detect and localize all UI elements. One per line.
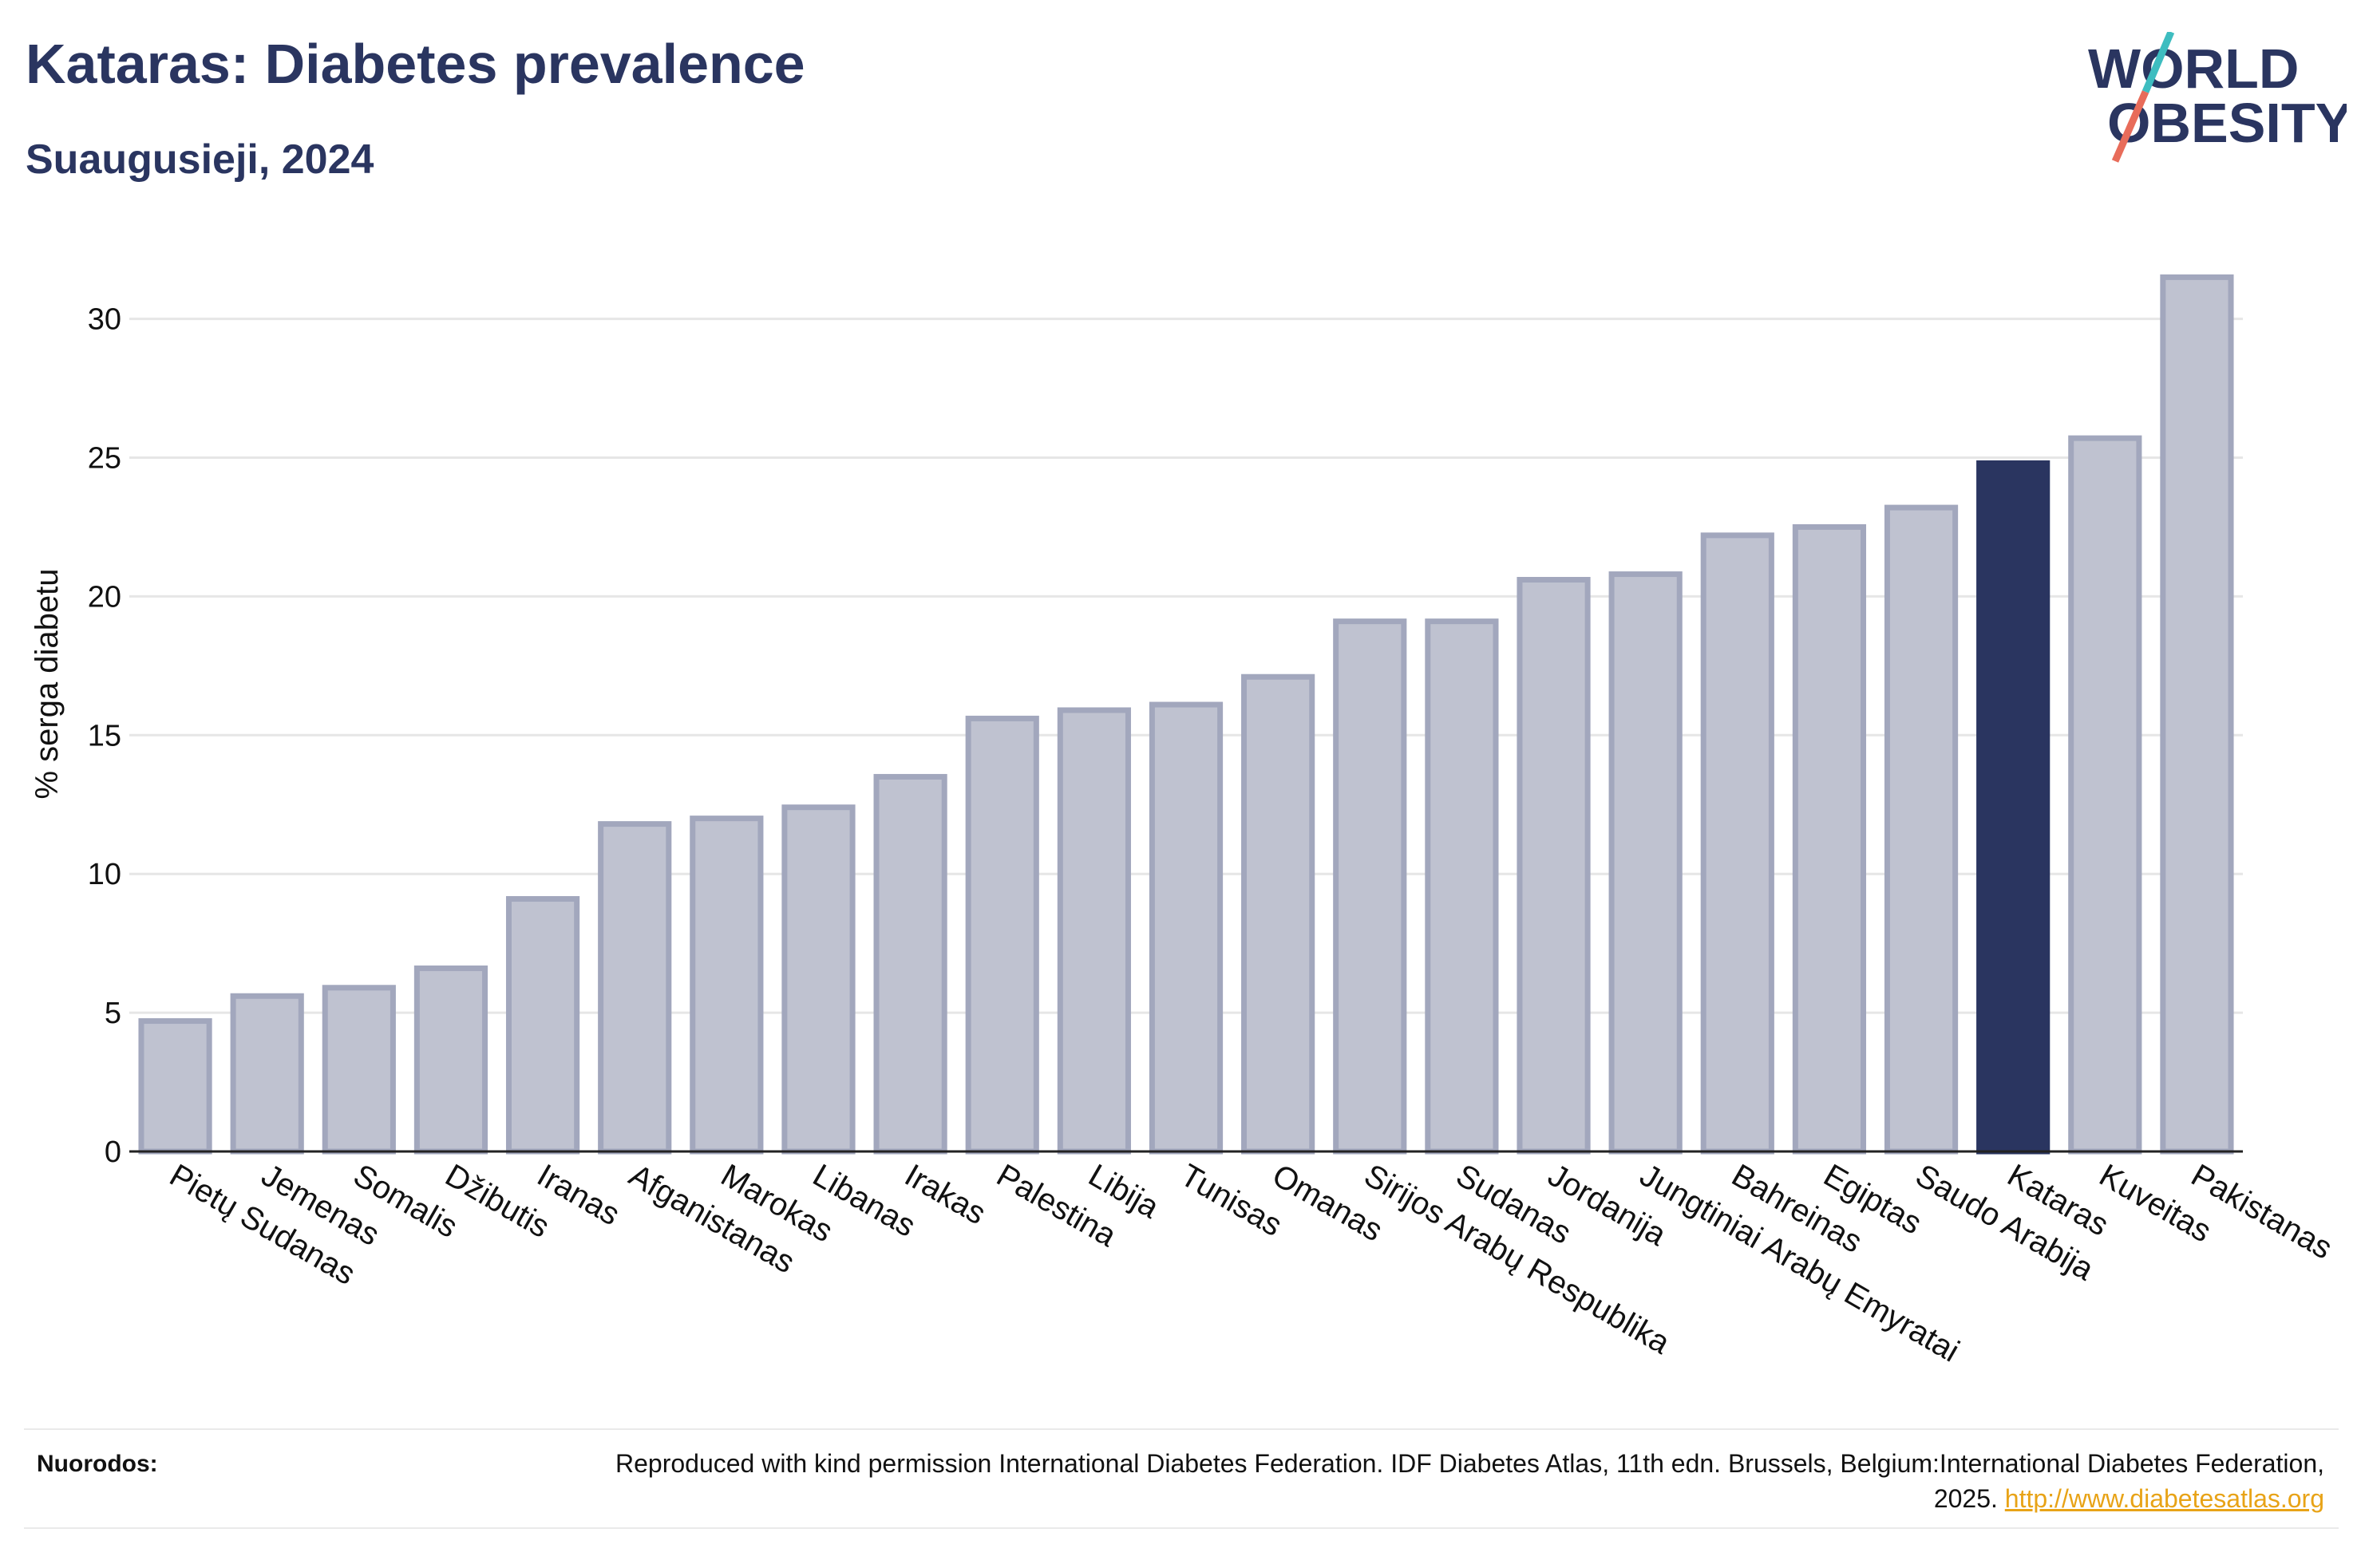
references-text: Reproduced with kind permission Internat… [568,1446,2324,1516]
bar [2068,435,2142,1155]
bar-chart: 0 5 10 15 20 25 30 Pietų SudanasJemenasSomalis… [30,274,2338,1369]
x-tick-label: Pakistanas [2185,1158,2338,1266]
y-tick-labels: 0 5 10 15 20 25 30 [88,303,121,1169]
bar [1608,571,1683,1155]
bar [1057,707,1131,1155]
bar [413,965,488,1155]
bar [873,773,947,1155]
bar-highlighted [1976,460,2051,1155]
x-tick-label: Tunisas [1175,1158,1288,1243]
y-tick-label: 30 [88,303,121,337]
y-tick-label: 0 [105,1136,121,1169]
bar [1425,618,1499,1155]
y-tick-label: 20 [88,580,121,614]
references-body: Reproduced with kind permission Internat… [615,1449,2324,1513]
bar [505,895,580,1155]
bar [1241,673,1315,1155]
bar [598,821,672,1155]
bar [1700,532,1774,1155]
logo-slash-coral [2111,90,2149,163]
bar [138,1018,212,1155]
bar [230,993,304,1155]
bar [322,985,396,1155]
x-tick-label: Džibutis [439,1158,555,1245]
y-tick-label: 10 [88,858,121,891]
bar [690,816,764,1155]
bar [965,715,1039,1155]
bar [1517,577,1591,1155]
bar [781,804,856,1155]
y-axis-label: % serga diabetu [30,568,65,799]
world-obesity-logo: WORLD OBESITY [2088,32,2347,163]
bar [1884,504,1959,1155]
x-tick-labels: Pietų SudanasJemenasSomalisDžibutisIrana… [164,1158,2338,1369]
logo-slash-teal [2142,32,2175,93]
y-tick-label: 25 [88,441,121,475]
bars [138,274,2234,1155]
footer-top-rule [24,1428,2339,1430]
bar [1333,618,1407,1155]
bar [2160,274,2234,1155]
chart-title: Kataras: Diabetes prevalence [26,33,805,95]
y-tick-label: 5 [105,997,121,1030]
footer-bottom-rule [24,1527,2339,1529]
bar [1149,701,1224,1155]
logo-line-2: OBESITY [2107,92,2347,154]
references-label: Nuorodos: [37,1451,158,1477]
chart-subtitle: Suaugusieji, 2024 [26,136,374,183]
logo-line-1: WORLD [2088,38,2299,100]
bar [1792,523,1867,1155]
y-tick-label: 15 [88,719,121,752]
references-link[interactable]: http://www.diabetesatlas.org [2004,1484,2324,1513]
